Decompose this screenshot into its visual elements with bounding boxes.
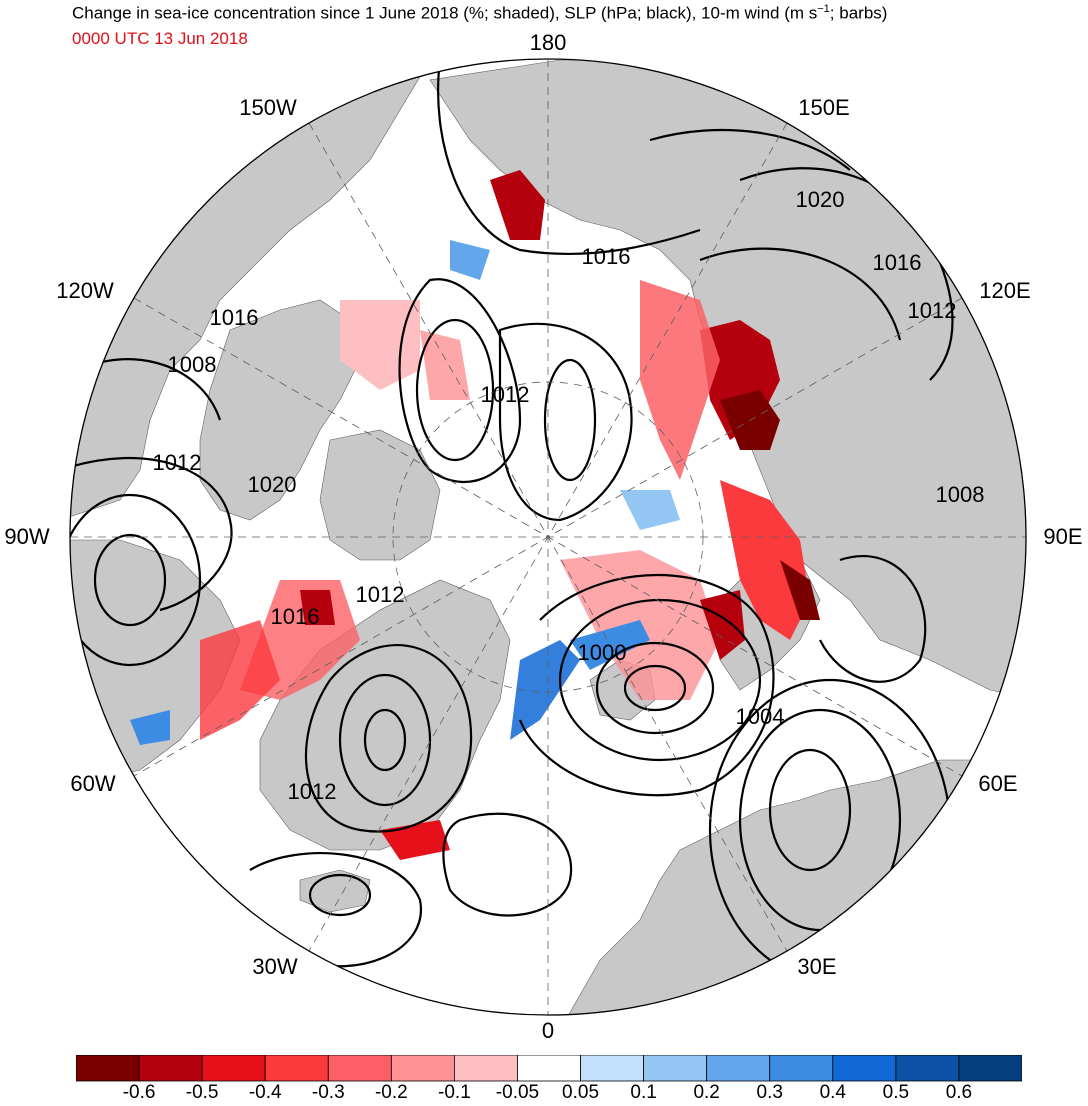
slp-contour-label: 1020 bbox=[248, 472, 297, 497]
colorbar-tick-label: -0.1 bbox=[438, 1082, 471, 1103]
colorbar-tick-label: 0.1 bbox=[630, 1082, 657, 1103]
slp-contour-label: 1012 bbox=[153, 450, 202, 475]
colorbar-tick-label: -0.3 bbox=[311, 1082, 345, 1103]
slp-contours bbox=[70, 59, 954, 982]
colorbar-swatch bbox=[643, 1055, 708, 1082]
colorbar bbox=[76, 1055, 1022, 1082]
ice-change-shading bbox=[130, 170, 820, 860]
lon-label-90w: 90W bbox=[4, 524, 50, 549]
colorbar-tick-label: -0.05 bbox=[495, 1082, 540, 1103]
lon-label-120e: 120E bbox=[979, 278, 1031, 303]
map-boundary bbox=[69, 58, 1027, 1016]
colorbar-swatch bbox=[769, 1055, 834, 1082]
slp-contour-label: 1020 bbox=[796, 187, 845, 212]
slp-contour-labels: 1016 1020 1016 1012 1016 1008 1012 1012 1020 1008… bbox=[153, 187, 985, 804]
colorbar-tick-label: 0.05 bbox=[562, 1082, 600, 1103]
slp-contour-label: 1004 bbox=[736, 704, 785, 729]
slp-contour-label: 1012 bbox=[481, 382, 530, 407]
colorbar-swatch bbox=[327, 1055, 392, 1082]
colorbar-tick-label: 0.2 bbox=[693, 1082, 720, 1103]
slp-contour-label: 1008 bbox=[936, 482, 985, 507]
slp-contour-label: 1016 bbox=[582, 244, 631, 269]
slp-contour-label: 1016 bbox=[210, 305, 259, 330]
colorbar-tick-label: -0.2 bbox=[374, 1082, 408, 1103]
lon-label-0: 0 bbox=[541, 1018, 555, 1043]
colorbar-swatch bbox=[580, 1055, 644, 1082]
slp-contour-label: 1016 bbox=[873, 250, 922, 275]
polar-map: 1016 1020 1016 1012 1016 1008 1012 1012 1020 1008… bbox=[69, 58, 1027, 1016]
colorbar-tick-label: 0.4 bbox=[819, 1082, 847, 1103]
colorbar-tick-label: -0.6 bbox=[122, 1082, 156, 1103]
colorbar-swatch bbox=[706, 1055, 771, 1082]
slp-contour-label: 1008 bbox=[168, 352, 217, 377]
colorbar-swatch bbox=[453, 1055, 518, 1082]
slp-contour-label: 1016 bbox=[271, 604, 320, 629]
colorbar-swatch bbox=[201, 1055, 266, 1082]
lon-label-90e: 90E bbox=[1043, 524, 1083, 549]
lon-label-120w: 120W bbox=[56, 278, 114, 303]
colorbar-swatch bbox=[76, 1055, 140, 1082]
slp-contour-label: 1012 bbox=[908, 298, 957, 323]
colorbar-swatch bbox=[517, 1055, 581, 1082]
lon-label-60w: 60W bbox=[70, 771, 116, 796]
lon-label-30w: 30W bbox=[252, 954, 298, 979]
colorbar-swatch bbox=[895, 1055, 960, 1082]
lon-label-150w: 150W bbox=[239, 95, 297, 120]
colorbar-swatch bbox=[958, 1055, 1022, 1082]
colorbar-swatch bbox=[264, 1055, 329, 1082]
lon-label-180: 180 bbox=[529, 30, 567, 55]
colorbar-tick-label: -0.5 bbox=[185, 1082, 219, 1103]
colorbar-tick-label: 0.3 bbox=[756, 1082, 783, 1103]
slp-contour-label: 1012 bbox=[288, 779, 337, 804]
meridian-lines bbox=[70, 59, 1026, 1015]
lon-label-30e: 30E bbox=[797, 954, 837, 979]
colorbar-swatch bbox=[832, 1055, 897, 1082]
lon-label-60e: 60E bbox=[978, 771, 1018, 796]
colorbar-tick-label: 0.6 bbox=[945, 1082, 973, 1103]
colorbar-tick-label: -0.4 bbox=[248, 1082, 282, 1103]
slp-contour-label: 1000 bbox=[578, 640, 627, 665]
colorbar-swatch bbox=[390, 1055, 455, 1082]
slp-contour-label: 1012 bbox=[356, 582, 405, 607]
colorbar-swatch bbox=[138, 1055, 203, 1082]
valid-time: 0000 UTC 13 Jun 2018 bbox=[72, 29, 248, 48]
chart-title: Change in sea-ice concentration since 1 … bbox=[72, 3, 888, 23]
lon-label-150e: 150E bbox=[798, 95, 850, 120]
colorbar-tick-label: 0.5 bbox=[882, 1082, 910, 1103]
